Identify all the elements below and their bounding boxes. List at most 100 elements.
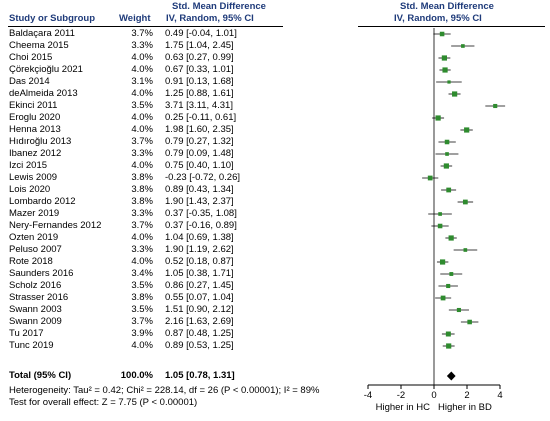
overall-effect-text: Test for overall effect: Z = 7.75 (P < 0…	[9, 397, 198, 408]
study-ci: 1.51 [0.90, 2.12]	[165, 304, 234, 315]
study-ci: 0.49 [-0.04, 1.01]	[165, 28, 237, 39]
study-weight: 4.0%	[131, 88, 153, 99]
study-weight: 3.7%	[131, 316, 153, 327]
study-weight: 4.0%	[131, 124, 153, 135]
study-point-marker	[456, 307, 461, 313]
total-label: Total (95% CI)	[9, 370, 72, 381]
study-point-marker	[442, 67, 448, 73]
study-weight: 3.3%	[131, 244, 153, 255]
effect-header-left-subtitle: IV, Random, 95% CI	[166, 13, 254, 24]
study-ci: 0.25 [-0.11, 0.61]	[165, 112, 237, 123]
study-weight: 4.0%	[131, 256, 153, 267]
study-weight: 3.5%	[131, 280, 153, 291]
study-ci: 2.16 [1.63, 2.69]	[165, 316, 234, 327]
study-weight: 3.3%	[131, 40, 153, 51]
study-ci: 0.55 [0.07, 1.04]	[165, 292, 234, 303]
study-name: Çörekçioğlu 2021	[9, 64, 83, 75]
study-weight: 3.8%	[131, 292, 153, 303]
study-point-marker	[443, 163, 449, 169]
study-point-marker	[445, 331, 451, 337]
pooled-effect-diamond	[446, 371, 456, 381]
study-point-marker	[463, 248, 468, 252]
study-name: Ozten 2019	[9, 232, 59, 243]
x-tick-label: 2	[464, 390, 469, 401]
study-point-marker	[467, 319, 472, 325]
study-point-marker	[446, 343, 452, 349]
study-ci: 1.25 [0.88, 1.61]	[165, 88, 234, 99]
study-ci: 0.79 [0.09, 1.48]	[165, 148, 234, 159]
study-ci: 1.75 [1.04, 2.45]	[165, 40, 234, 51]
x-tick-label: 4	[497, 390, 502, 401]
study-ci: -0.23 [-0.72, 0.26]	[165, 172, 240, 183]
study-name: Rote 2018	[9, 256, 53, 267]
study-point-marker	[427, 175, 433, 181]
study-ci: 1.90 [1.19, 2.62]	[165, 244, 234, 255]
study-name: Lombardo 2012	[9, 196, 76, 207]
x-tick-label: -2	[397, 390, 405, 401]
study-name: Ekinci 2011	[9, 100, 58, 111]
study-name: Nery-Fernandes 2012	[9, 220, 102, 231]
study-name: Lewis 2009	[9, 172, 58, 183]
study-name: Tu 2017	[9, 328, 44, 339]
study-name: Peluso 2007	[9, 244, 62, 255]
study-point-marker	[452, 91, 458, 97]
column-header-study: Study or Subgroup	[9, 13, 96, 24]
study-weight: 3.8%	[131, 172, 153, 183]
study-weight: 4.0%	[131, 160, 153, 171]
study-point-marker	[437, 223, 443, 229]
study-point-marker	[445, 152, 449, 156]
study-point-marker	[439, 259, 446, 265]
study-ci: 1.05 [0.38, 1.71]	[165, 268, 234, 279]
study-point-marker	[449, 272, 454, 276]
effect-header-right-title: Std. Mean Difference	[400, 1, 494, 12]
study-weight: 3.7%	[131, 136, 153, 147]
study-point-marker	[440, 295, 446, 301]
study-ci: 0.91 [0.13, 1.68]	[165, 76, 234, 87]
study-name: Das 2014	[9, 76, 50, 87]
study-name: Henna 2013	[9, 124, 61, 135]
study-weight: 4.0%	[131, 232, 153, 243]
study-point-marker	[493, 103, 498, 109]
study-name: Strasser 2016	[9, 292, 69, 303]
x-tick-label: -4	[364, 390, 372, 401]
study-name: Ibanez 2012	[9, 148, 62, 159]
study-name: Cheema 2015	[9, 40, 69, 51]
study-ci: 1.90 [1.43, 2.37]	[165, 196, 234, 207]
study-ci: 0.37 [-0.35, 1.08]	[165, 208, 237, 219]
study-point-marker	[435, 115, 441, 121]
study-point-marker	[462, 199, 468, 205]
study-ci: 0.67 [0.33, 1.01]	[165, 64, 234, 75]
study-name: Choi 2015	[9, 52, 53, 63]
study-point-marker	[448, 235, 454, 241]
study-weight: 3.1%	[131, 76, 153, 87]
study-point-marker	[441, 55, 447, 61]
study-name: Mazer 2019	[9, 208, 60, 219]
study-name: Swann 2009	[9, 316, 62, 327]
column-header-weight: Weight	[119, 13, 151, 24]
study-name: Scholz 2016	[9, 280, 62, 291]
study-point-marker	[438, 212, 442, 216]
study-point-marker	[461, 44, 465, 48]
x-axis-right-label: Higher in BD	[438, 402, 492, 413]
study-ci: 0.86 [0.27, 1.45]	[165, 280, 234, 291]
study-point-marker	[446, 187, 452, 193]
study-weight: 3.4%	[131, 268, 153, 279]
study-weight: 4.0%	[131, 112, 153, 123]
study-ci: 0.89 [0.53, 1.25]	[165, 340, 234, 351]
x-axis-left-label: Higher in HC	[376, 402, 431, 413]
effect-header-left-title: Std. Mean Difference	[172, 1, 266, 12]
study-name: Hıdıroğlu 2013	[9, 136, 72, 147]
study-name: deAlmeida 2013	[9, 88, 78, 99]
study-weight: 3.7%	[131, 220, 153, 231]
study-ci: 0.89 [0.43, 1.34]	[165, 184, 234, 195]
study-point-marker	[444, 139, 450, 145]
study-name: Saunders 2016	[9, 268, 74, 279]
study-weight: 3.9%	[131, 328, 153, 339]
study-ci: 0.37 [-0.16, 0.89]	[165, 220, 237, 231]
study-ci: 0.63 [0.27, 0.99]	[165, 52, 234, 63]
study-ci: 0.79 [0.27, 1.32]	[165, 136, 234, 147]
study-weight: 3.5%	[131, 100, 153, 111]
study-weight: 3.3%	[131, 148, 153, 159]
study-ci: 1.04 [0.69, 1.38]	[165, 232, 234, 243]
study-weight: 3.8%	[131, 184, 153, 195]
